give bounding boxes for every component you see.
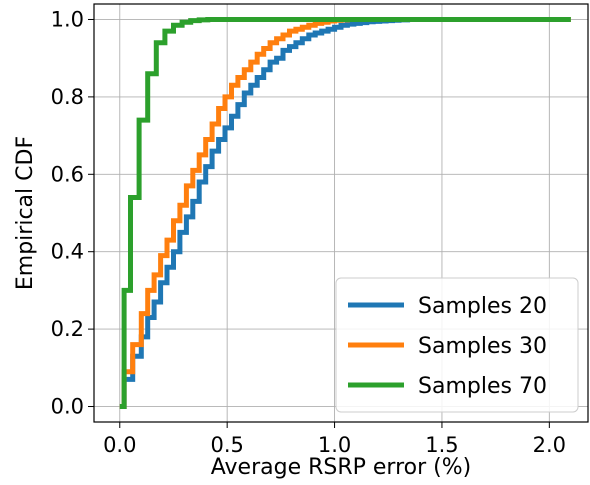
series-group — [119, 17, 571, 409]
legend-label: Samples 30 — [418, 334, 547, 359]
x-tick-label: 0.0 — [103, 433, 136, 457]
y-tick-label: 0.0 — [51, 395, 84, 419]
y-tick-label: 0.8 — [51, 85, 84, 109]
x-tick-label: 2.0 — [533, 433, 566, 457]
x-tick-label: 1.0 — [318, 433, 351, 457]
x-tick-label: 0.5 — [210, 433, 243, 457]
y-tick-label: 0.4 — [51, 240, 84, 264]
ticks: 0.0 0.5 1.0 1.5 2.0 0.0 0.2 0.4 0.6 0.8 1.0 — [51, 7, 566, 457]
y-tick-label: 0.2 — [51, 317, 84, 341]
plot-frame — [93, 3, 589, 423]
series-line-3 — [119, 17, 571, 409]
x-tick-label: 1.5 — [425, 433, 458, 457]
legend: Samples 20 Samples 30 Samples 70 — [335, 277, 579, 413]
y-tick-label: 1.0 — [51, 7, 84, 31]
legend-box — [335, 277, 579, 413]
legend-label: Samples 70 — [418, 374, 547, 399]
y-tick-label: 0.6 — [51, 162, 84, 186]
x-axis-label: Average RSRP error (%) — [211, 455, 471, 480]
legend-label: Samples 20 — [418, 294, 547, 319]
y-axis-label: Empirical CDF — [13, 136, 38, 290]
